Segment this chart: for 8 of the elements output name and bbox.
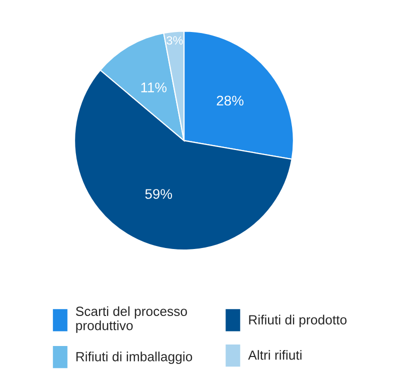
legend-label: Rifiuti di imballaggio xyxy=(76,352,192,364)
data-label: 59% xyxy=(145,189,172,199)
legend-label: Rifiuti di prodotto xyxy=(249,314,347,328)
data-label: 11% xyxy=(141,82,167,92)
legend-label: Scarti del processo produttivo xyxy=(76,306,187,333)
data-label: 28% xyxy=(216,96,244,106)
data-label: 3% xyxy=(166,36,183,45)
legend-label: Altri rifiuti xyxy=(248,350,302,360)
